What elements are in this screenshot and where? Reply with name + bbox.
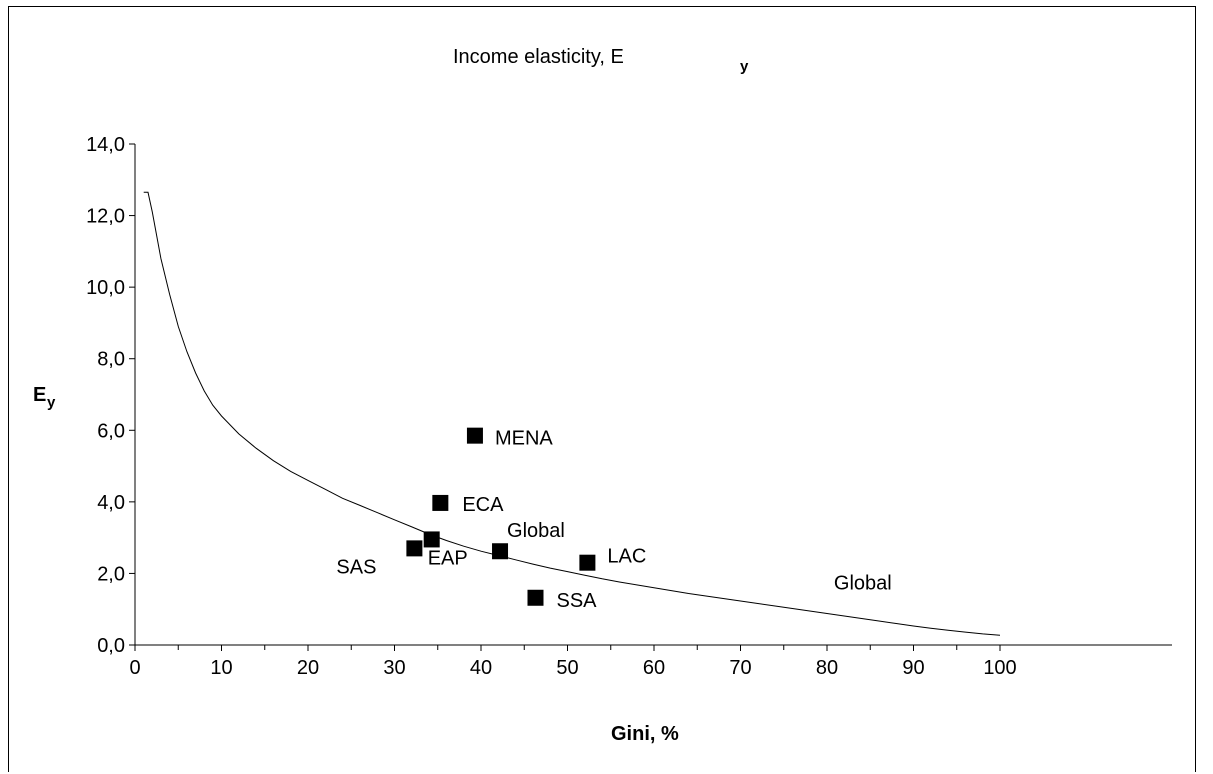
y-tick-label: 8,0 (97, 349, 125, 371)
point-marker-global (492, 543, 509, 560)
y-axis-label: E (33, 384, 46, 406)
x-tick-label: 70 (729, 657, 751, 679)
y-tick-label: 2,0 (97, 563, 125, 585)
point-label-lac: LAC (607, 546, 646, 568)
point-marker-eap (423, 531, 440, 548)
y-tick-label: 6,0 (97, 420, 125, 442)
x-ticks: 0 10 20 30 40 50 60 70 80 90 100 (129, 645, 1017, 679)
point-label-ssa: SSA (556, 590, 597, 612)
x-tick-label: 20 (297, 657, 319, 679)
y-axis-label-subscript: y (47, 394, 56, 411)
x-tick-label: 50 (556, 657, 578, 679)
x-tick-label: 90 (902, 657, 924, 679)
y-tick-label: 0,0 (97, 635, 125, 657)
y-tick-label: 10,0 (86, 277, 125, 299)
y-tick-label: 14,0 (86, 134, 125, 156)
chart-title: Income elasticity, E (453, 46, 624, 68)
point-label-eca: ECA (462, 494, 504, 516)
point-label-global: Global (507, 520, 565, 542)
x-tick-label: 40 (470, 657, 492, 679)
point-label-mena: MENA (495, 428, 553, 450)
curve-label: Global (834, 573, 892, 595)
point-marker-mena (466, 427, 483, 444)
x-tick-label: 80 (816, 657, 838, 679)
data-points: SAS EAP ECA MENA Global SSA LAC (336, 427, 646, 612)
point-marker-lac (579, 554, 596, 571)
y-ticks: 0,0 2,0 4,0 6,0 8,0 10,0 12,0 14,0 (86, 134, 135, 657)
global-curve (143, 191, 1001, 636)
chart-title-subscript: y (740, 58, 749, 75)
point-label-sas: SAS (336, 556, 376, 578)
x-axis-label: Gini, % (611, 723, 679, 745)
point-marker-ssa (527, 589, 544, 606)
point-label-eap: EAP (428, 547, 468, 569)
point-marker-eca (432, 494, 449, 511)
x-tick-label: 60 (643, 657, 665, 679)
point-marker-sas (406, 540, 423, 557)
x-tick-label: 0 (129, 657, 140, 679)
x-tick-label: 30 (383, 657, 405, 679)
y-tick-label: 12,0 (86, 206, 125, 228)
x-tick-label: 10 (210, 657, 232, 679)
x-tick-label: 100 (983, 657, 1016, 679)
chart-frame (8, 6, 1196, 772)
y-tick-label: 4,0 (97, 492, 125, 514)
